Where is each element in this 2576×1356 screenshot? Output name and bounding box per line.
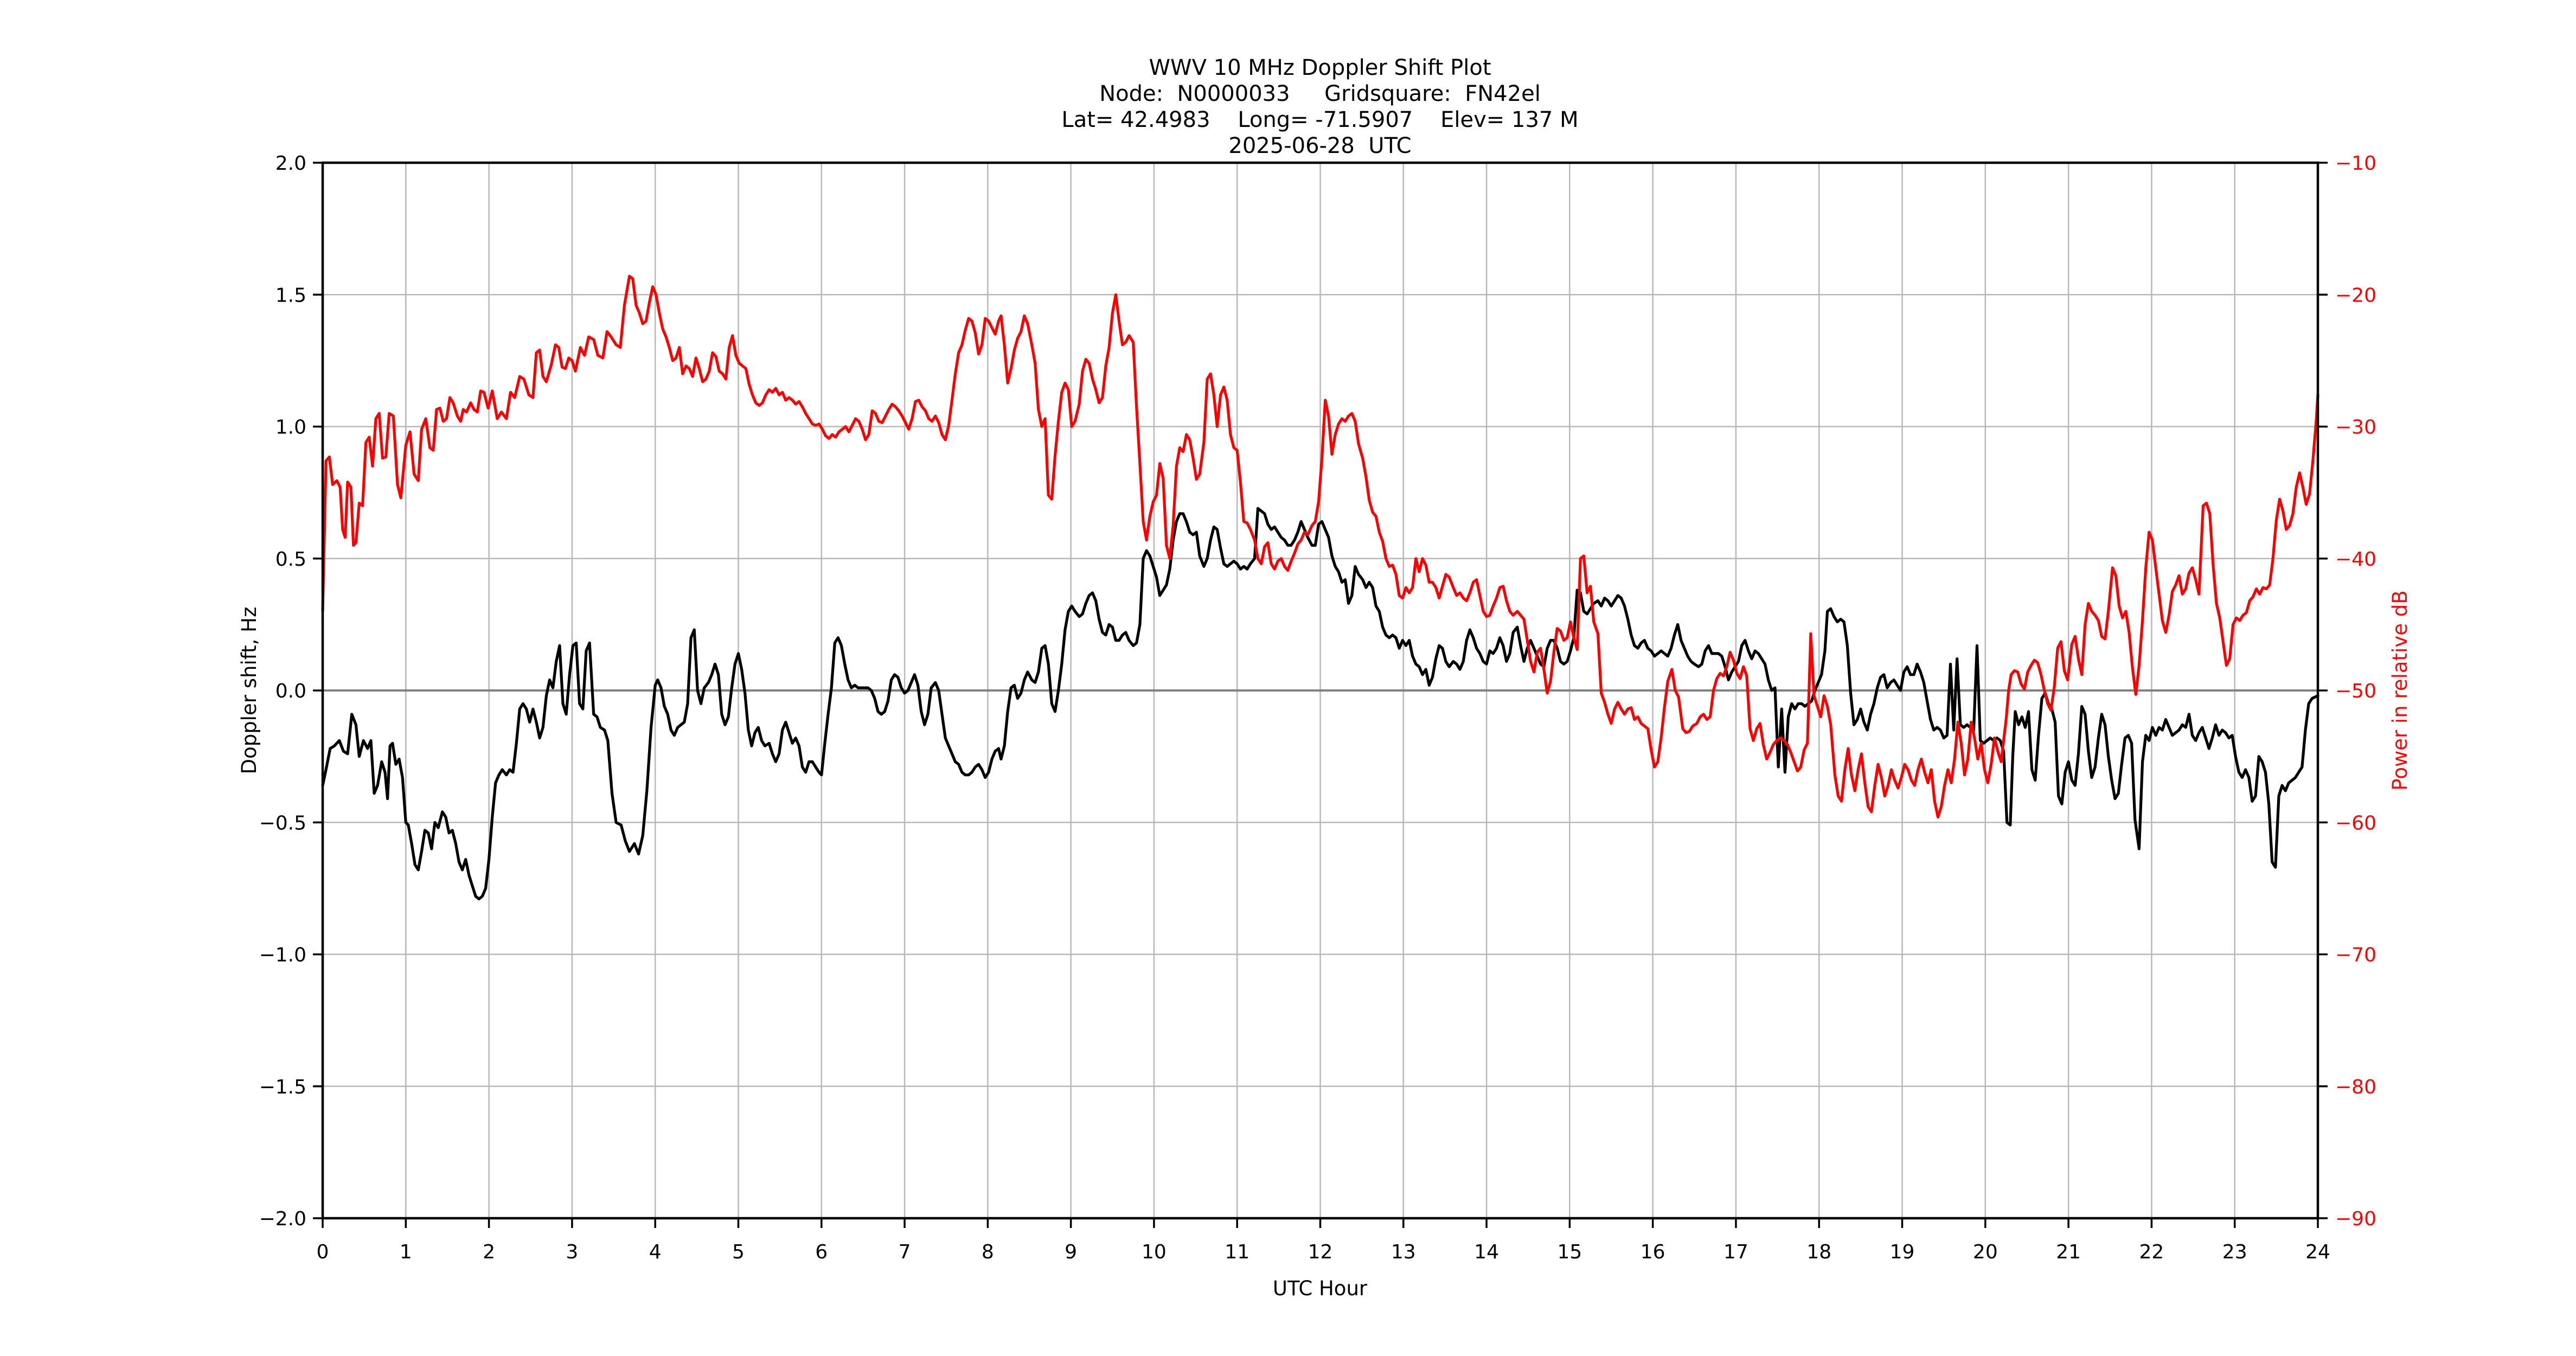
x-tick-label: 15 xyxy=(1557,1241,1582,1263)
series-layer xyxy=(321,274,2319,900)
y-left-tick-label: −0.5 xyxy=(259,812,306,834)
y-left-tick-label: −1.0 xyxy=(259,944,306,967)
chart-subtitle-date-utc: 2025-06-28 UTC xyxy=(1228,133,1411,158)
chart-title: WWV 10 MHz Doppler Shift Plot xyxy=(1149,55,1491,80)
series-power_relative_db xyxy=(321,274,2319,819)
x-tick-label: 18 xyxy=(1806,1241,1831,1263)
x-tick-label: 9 xyxy=(1065,1241,1077,1263)
y-right-tick-label: −70 xyxy=(2335,944,2376,967)
x-tick-label: 11 xyxy=(1225,1241,1249,1263)
x-tick-label: 8 xyxy=(982,1241,994,1263)
x-tick-label: 7 xyxy=(899,1241,911,1263)
y-right-tick-label: −40 xyxy=(2335,548,2376,571)
grid-layer xyxy=(323,163,2318,1218)
x-tick-label: 13 xyxy=(1391,1241,1416,1263)
y-right-tick-label: −80 xyxy=(2335,1076,2376,1098)
y-left-axis-label: Doppler shift, Hz xyxy=(238,607,261,775)
series-doppler_shift_hz xyxy=(321,507,2319,900)
x-tick-label: 23 xyxy=(2222,1241,2247,1263)
x-tick-label: 21 xyxy=(2056,1241,2081,1263)
y-left-tick-label: −1.5 xyxy=(259,1076,306,1098)
y-left-tick-label: 1.0 xyxy=(275,417,306,439)
x-tick-label: 20 xyxy=(1973,1241,1998,1263)
x-tick-label: 0 xyxy=(317,1241,329,1263)
y-right-tick-label: −10 xyxy=(2335,152,2376,175)
x-tick-label: 12 xyxy=(1308,1241,1333,1263)
y-right-tick-label: −60 xyxy=(2335,812,2376,834)
y-right-tick-label: −20 xyxy=(2335,284,2376,306)
y-left-tick-label: 1.5 xyxy=(275,284,306,306)
y-left-tick-label: 2.0 xyxy=(275,152,306,175)
x-tick-label: 6 xyxy=(815,1241,828,1263)
y-left-tick-label: −2.0 xyxy=(259,1208,306,1230)
chart-subtitle-node-gridsquare: Node: N0000033 Gridsquare: FN42el xyxy=(1099,81,1541,106)
chart-subtitle-lat-long-elev: Lat= 42.4983 Long= -71.5907 Elev= 137 M xyxy=(1061,107,1578,132)
y-right-axis-label: Power in relative dB xyxy=(2388,590,2412,790)
x-tick-label: 17 xyxy=(1723,1241,1748,1263)
x-tick-label: 10 xyxy=(1142,1241,1167,1263)
x-tick-label: 3 xyxy=(566,1241,578,1263)
x-tick-label: 4 xyxy=(649,1241,662,1263)
x-tick-label: 1 xyxy=(400,1241,412,1263)
y-right-tick-label: −90 xyxy=(2335,1208,2376,1230)
x-tick-label: 22 xyxy=(2139,1241,2164,1263)
x-tick-label: 16 xyxy=(1641,1241,1665,1263)
x-tick-label: 14 xyxy=(1474,1241,1499,1263)
x-tick-label: 2 xyxy=(483,1241,495,1263)
y-right-tick-label: −50 xyxy=(2335,680,2376,702)
y-left-tick-label: 0.5 xyxy=(275,548,306,571)
x-axis-label: UTC Hour xyxy=(1273,1277,1368,1300)
x-tick-label: 5 xyxy=(732,1241,745,1263)
x-tick-label: 24 xyxy=(2305,1241,2330,1263)
y-right-tick-label: −30 xyxy=(2335,417,2376,439)
x-tick-label: 19 xyxy=(1890,1241,1915,1263)
tick-layer: 0 1 2 3 4 5 6 7 8 9 10 11 12 13 14 15 16 17 18 19 20 21 22 23 24… xyxy=(259,152,2376,1263)
y-left-tick-label: 0.0 xyxy=(275,680,306,702)
